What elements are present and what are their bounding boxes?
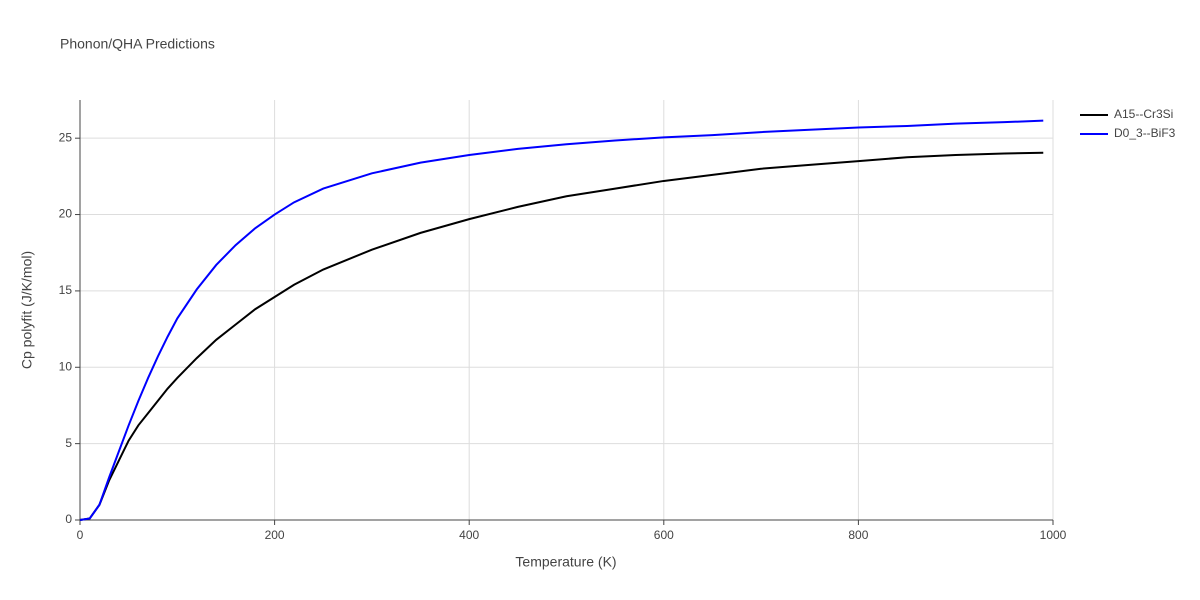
legend-label: D0_3--BiF3 [1114, 126, 1176, 140]
series-line [79, 119, 1044, 521]
x-tick-label: 800 [848, 528, 868, 542]
x-tick-label: 600 [654, 528, 674, 542]
y-tick-label: 5 [65, 436, 72, 450]
x-tick-label: 0 [77, 528, 84, 542]
y-tick-label: 10 [59, 359, 73, 373]
x-axis-title: Temperature (K) [515, 554, 616, 570]
y-tick-label: 0 [65, 512, 72, 526]
x-tick-label: 200 [265, 528, 285, 542]
y-axis-title: Cp polyfit (J/K/mol) [19, 251, 35, 369]
chart-title: Phonon/QHA Predictions [60, 36, 215, 52]
y-tick-label: 20 [59, 207, 73, 221]
x-tick-label: 400 [459, 528, 479, 542]
y-tick-label: 15 [59, 283, 73, 297]
series-line [79, 151, 1044, 521]
x-tick-label: 1000 [1040, 528, 1067, 542]
legend-label: A15--Cr3Si [1114, 107, 1173, 121]
y-tick-label: 25 [59, 130, 73, 144]
